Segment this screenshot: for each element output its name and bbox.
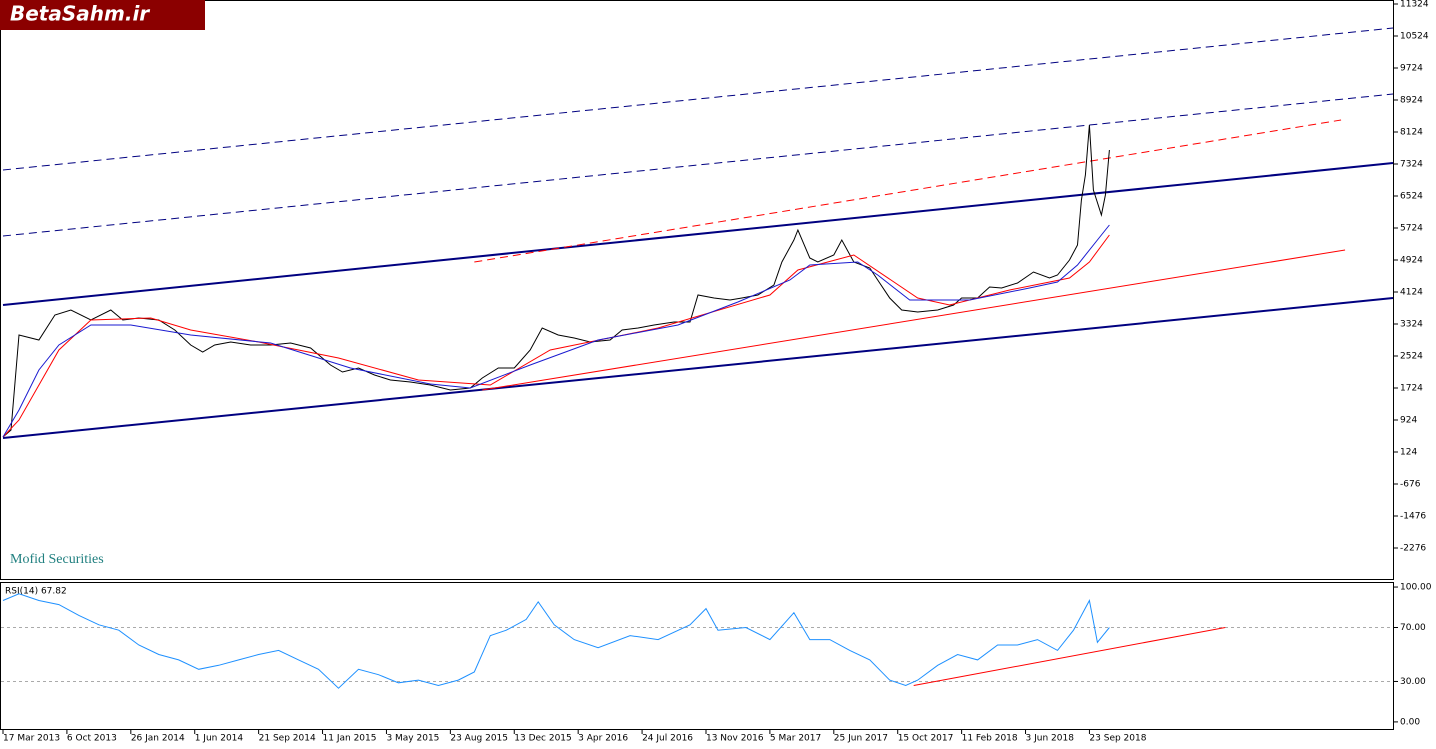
y-tick-label: 3324 — [1400, 320, 1423, 330]
trend-line — [2, 162, 1394, 306]
rsi-panel — [0, 582, 1394, 730]
y-tick-label: 30.00 — [1400, 677, 1426, 687]
series-line — [2, 224, 1110, 438]
trend-line — [913, 627, 1226, 686]
y-tick-label: 124 — [1400, 448, 1417, 458]
x-tick-label: 17 Mar 2013 — [3, 734, 60, 744]
watermark: Mofid Securities — [10, 552, 104, 567]
x-tick-label: 15 Oct 2017 — [898, 734, 954, 744]
x-tick-label: 25 Jun 2017 — [834, 734, 888, 744]
y-tick-label: 11324 — [1400, 0, 1429, 10]
rsi-label: RSI(14) 67.82 — [5, 587, 67, 597]
logo: BetaSahm.ir — [10, 2, 150, 26]
y-tick-label: 7324 — [1400, 160, 1423, 170]
trend-line — [2, 27, 1394, 171]
y-tick-label: 10524 — [1400, 32, 1429, 42]
x-tick-label: 11 Jan 2015 — [323, 734, 377, 744]
trend-line — [482, 249, 1346, 391]
y-tick-label: 0.00 — [1400, 717, 1420, 727]
trend-line — [2, 93, 1394, 237]
y-tick-label: -2276 — [1400, 544, 1426, 554]
trend-line — [474, 119, 1342, 263]
x-tick-label: 6 Oct 2013 — [67, 734, 117, 744]
y-tick-label: -676 — [1400, 480, 1421, 490]
y-tick-label: 2524 — [1400, 352, 1423, 362]
y-tick-label: -1476 — [1400, 512, 1426, 522]
y-tick-label: 4924 — [1400, 256, 1423, 266]
y-tick-label: 4124 — [1400, 288, 1423, 298]
x-tick-label: 13 Dec 2015 — [514, 734, 572, 744]
y-tick-label: 924 — [1400, 416, 1417, 426]
x-tick-label: 11 Feb 2018 — [962, 734, 1018, 744]
x-tick-label: 3 May 2015 — [386, 734, 439, 744]
y-tick-label: 1724 — [1400, 384, 1423, 394]
y-tick-label: 100.00 — [1400, 583, 1432, 593]
y-tick-label: 5724 — [1400, 224, 1423, 234]
series-line — [2, 593, 1110, 689]
x-tick-label: 5 Mar 2017 — [770, 734, 821, 744]
x-tick-label: 3 Apr 2016 — [578, 734, 628, 744]
series-line — [2, 234, 1110, 438]
y-tick-label: 8924 — [1400, 96, 1423, 106]
logo-box — [0, 0, 205, 30]
x-tick-label: 13 Nov 2016 — [706, 734, 764, 744]
x-tick-label: 26 Jan 2014 — [131, 734, 185, 744]
y-tick-label: 9724 — [1400, 64, 1423, 74]
x-tick-label: 21 Sep 2014 — [259, 734, 316, 744]
x-tick-label: 23 Aug 2015 — [450, 734, 508, 744]
x-tick-label: 3 Jun 2018 — [1026, 734, 1075, 744]
x-tick-label: 23 Sep 2018 — [1089, 734, 1146, 744]
price-panel — [0, 0, 1394, 580]
y-tick-label: 6524 — [1400, 192, 1423, 202]
x-tick-label: 24 Jul 2016 — [642, 734, 693, 744]
x-tick-label: 1 Jun 2014 — [195, 734, 244, 744]
y-tick-label: 70.00 — [1400, 623, 1426, 633]
series-line — [2, 124, 1110, 438]
y-tick-label: 8124 — [1400, 128, 1423, 138]
trend-line — [2, 297, 1394, 439]
